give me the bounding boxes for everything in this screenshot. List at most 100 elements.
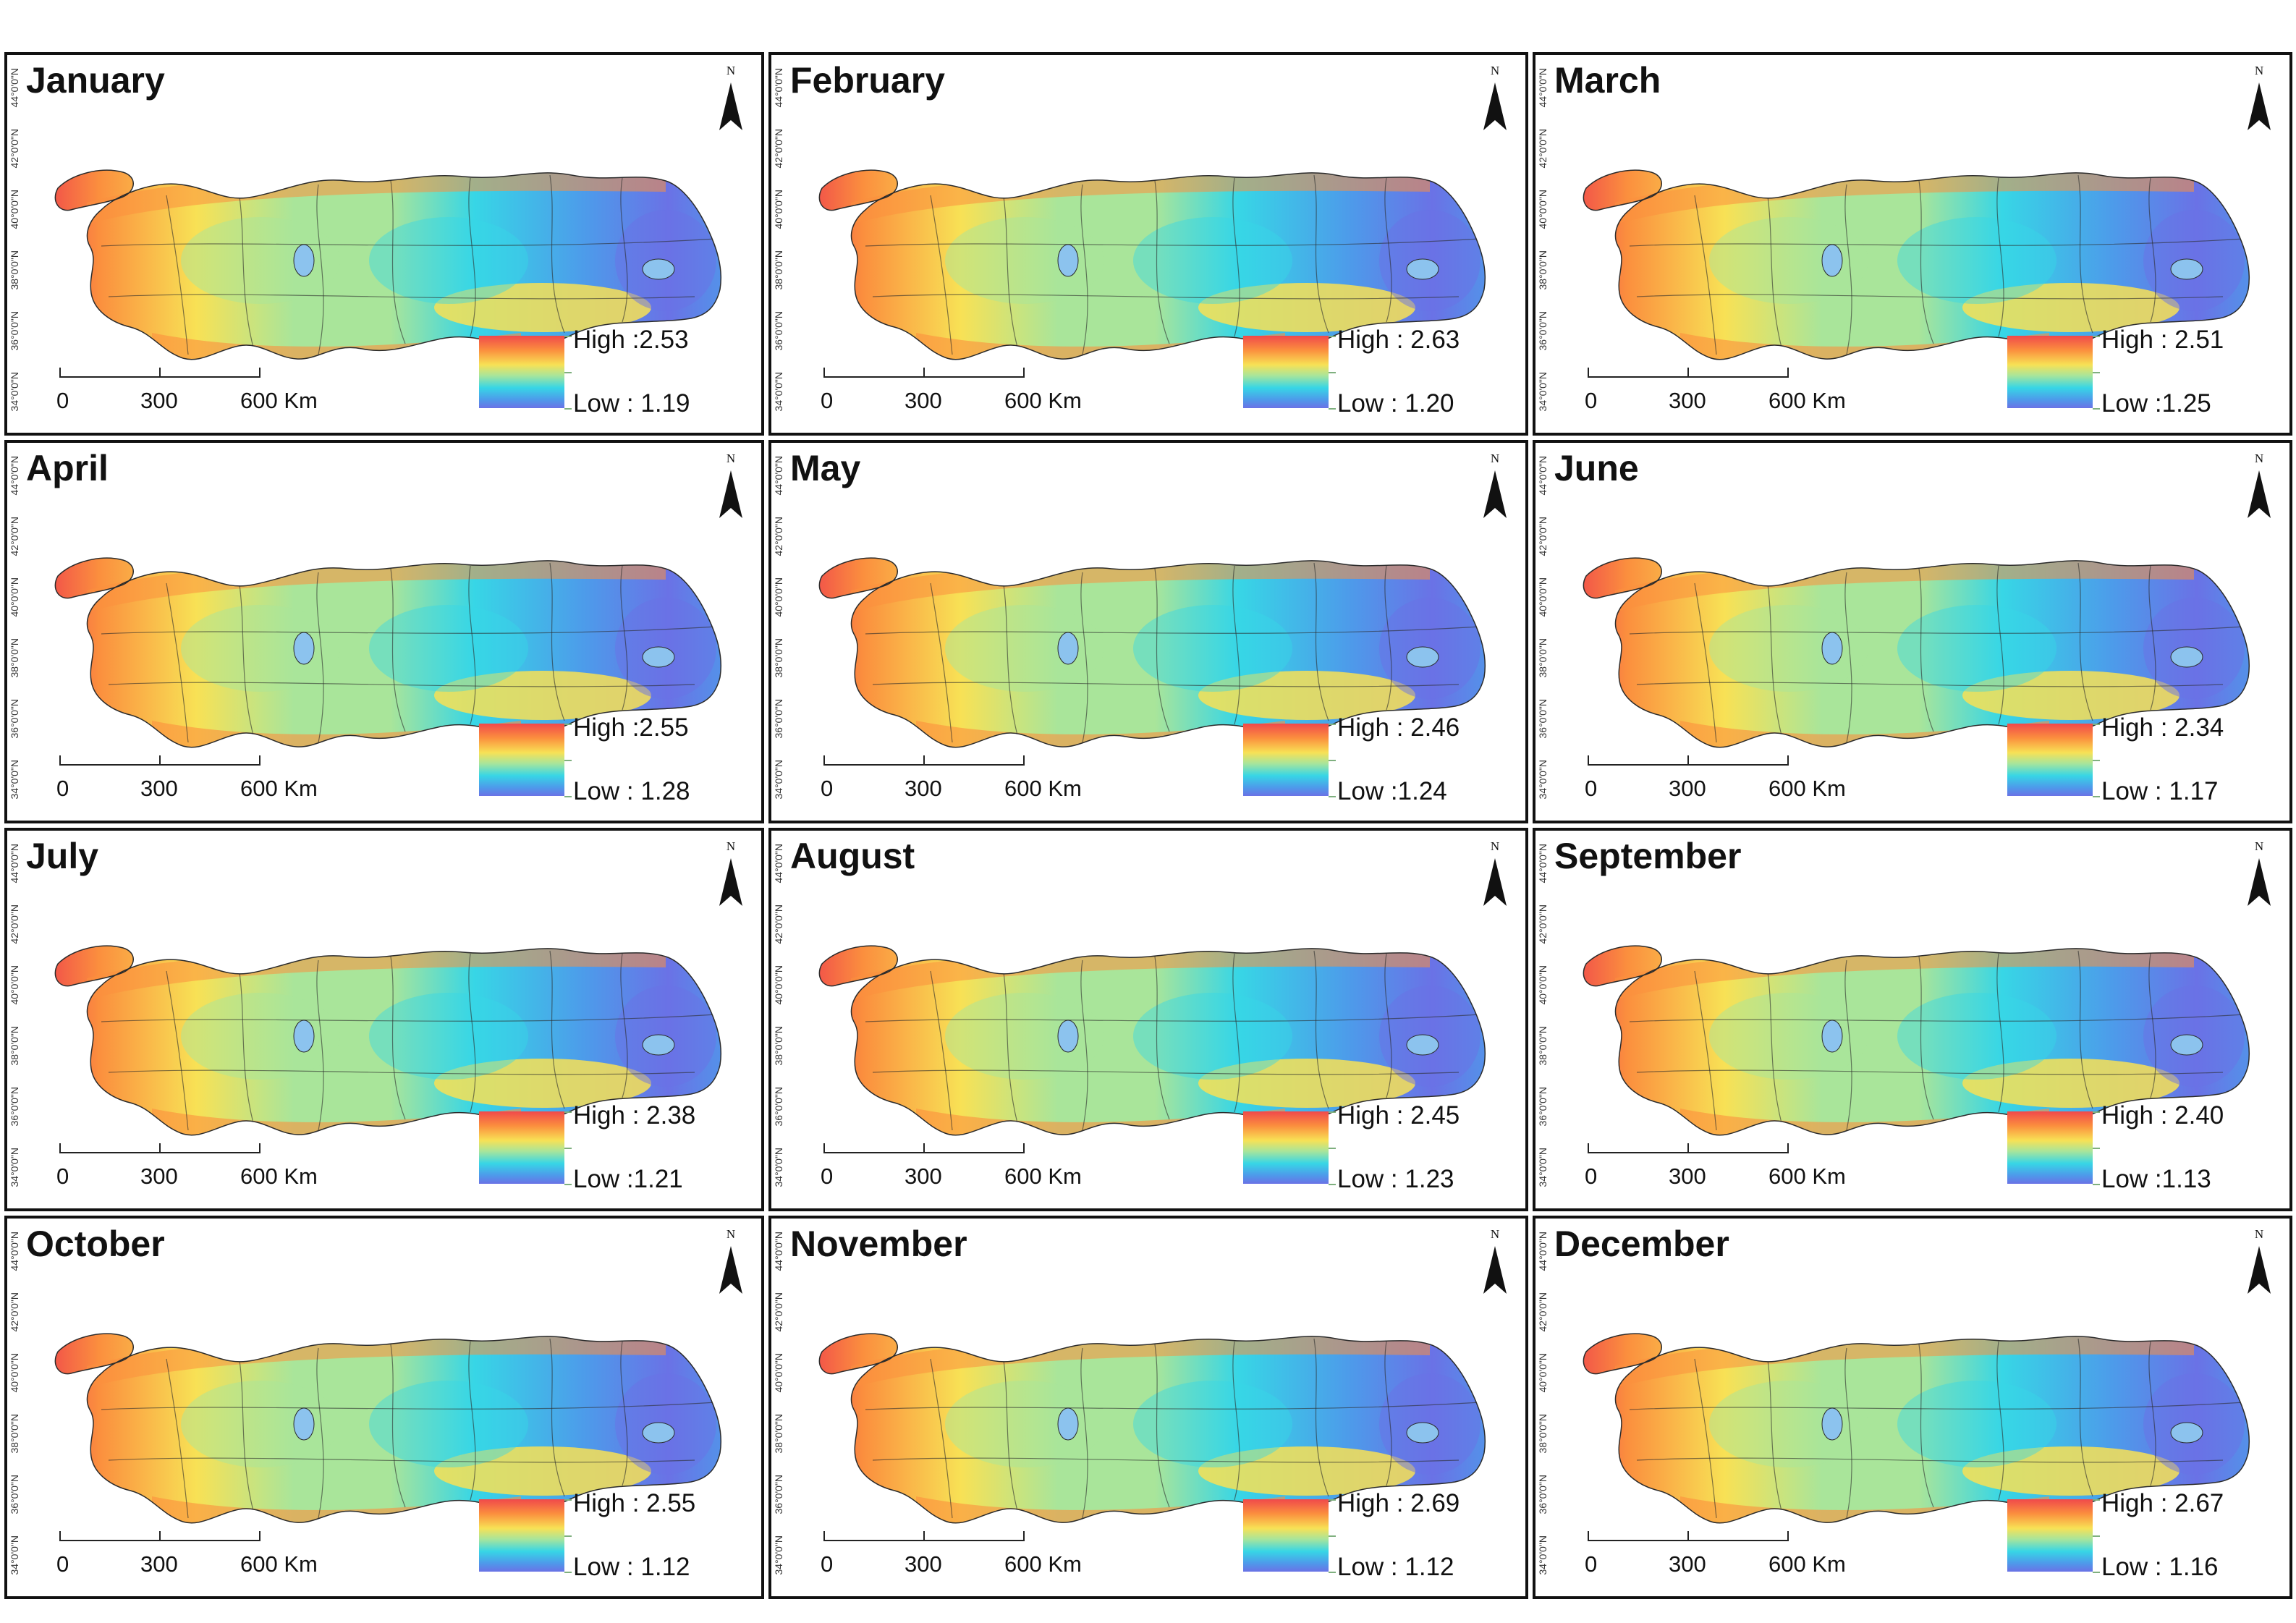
latitude-label: 42°0'0"N xyxy=(1537,904,1549,944)
scale-tick xyxy=(823,1531,825,1541)
scale-label: 600 Km xyxy=(240,1164,318,1189)
latitude-label: 38°0'0"N xyxy=(1537,638,1549,678)
latitude-label: 34°0'0"N xyxy=(9,760,20,800)
north-arrow-icon: N xyxy=(2245,452,2274,521)
latitude-label: 42°0'0"N xyxy=(1537,1292,1549,1332)
north-arrow-shape xyxy=(1483,1246,1507,1294)
map-panel-march: 44°0'0"N 42°0'0"N 40°0'0"N 38°0'0"N 36°0'0"N… xyxy=(1533,52,2292,436)
scale-tick xyxy=(159,1143,161,1153)
scale-tick xyxy=(159,1531,161,1541)
scale-label: 600 Km xyxy=(1004,1551,1082,1577)
legend-color-ramp xyxy=(479,1111,564,1184)
legend-tick xyxy=(1329,336,1336,337)
north-arrow-icon: N xyxy=(716,1227,745,1297)
legend-tick xyxy=(2093,1572,2100,1573)
latitude-label: 42°0'0"N xyxy=(9,517,20,556)
latitude-label: 36°0'0"N xyxy=(1537,1087,1549,1127)
scale-tick xyxy=(923,368,925,378)
latitude-label: 44°0'0"N xyxy=(1537,844,1549,883)
legend-high-label: High : 2.67 xyxy=(2101,1489,2224,1517)
scale-tick xyxy=(1787,755,1789,766)
turkey-map xyxy=(818,557,1486,748)
scale-bar: 0 300 600 Km xyxy=(55,1143,318,1194)
legend-low-label: Low :1.24 xyxy=(1337,777,1447,805)
turkey-map xyxy=(1583,1333,2250,1524)
scale-tick xyxy=(59,368,61,378)
latitude-label: 44°0'0"N xyxy=(9,1232,20,1271)
latitude-label: 40°0'0"N xyxy=(1537,965,1549,1005)
latitude-label: 36°0'0"N xyxy=(9,1475,20,1514)
north-arrow-shape xyxy=(2248,1246,2271,1294)
latitude-label: 44°0'0"N xyxy=(1537,68,1549,108)
legend-tick xyxy=(2093,408,2100,410)
legend-low-label: Low : 1.16 xyxy=(2101,1553,2219,1581)
scale-bar: 0 300 600 Km xyxy=(55,1531,318,1582)
scale-tick xyxy=(1787,1531,1789,1541)
latitude-label: 44°0'0"N xyxy=(773,844,784,883)
color-legend: High : 2.34 Low : 1.17 xyxy=(2007,713,2268,806)
legend-color-ramp xyxy=(2007,1499,2093,1572)
scale-label: 600 Km xyxy=(1004,776,1082,801)
scale-label: 300 xyxy=(905,1164,942,1189)
north-label: N xyxy=(1490,1227,1500,1241)
scale-label: 0 xyxy=(56,1164,69,1189)
legend-tick xyxy=(564,1572,572,1573)
turkey-map xyxy=(54,945,722,1136)
scale-tick xyxy=(159,755,161,766)
scale-label: 300 xyxy=(1669,388,1706,413)
north-arrow-icon: N xyxy=(716,64,745,133)
scale-label: 600 Km xyxy=(1768,388,1846,413)
scale-tick xyxy=(1588,755,1589,766)
latitude-label: 38°0'0"N xyxy=(773,250,784,290)
north-label: N xyxy=(2254,452,2264,465)
legend-low-label: Low : 1.28 xyxy=(573,777,690,805)
scale-label: 300 xyxy=(140,388,178,413)
month-title: July xyxy=(26,836,99,876)
scale-label: 0 xyxy=(1585,388,1598,413)
legend-color-ramp xyxy=(1243,1111,1329,1184)
scale-bar: 0 300 600 Km xyxy=(55,368,318,418)
latitude-label: 44°0'0"N xyxy=(773,68,784,108)
scale-tick xyxy=(1687,368,1689,378)
color-legend: High : 2.38 Low :1.21 xyxy=(479,1101,740,1194)
latitude-label: 36°0'0"N xyxy=(9,1087,20,1127)
north-arrow-icon: N xyxy=(716,452,745,521)
scale-label: 600 Km xyxy=(1004,388,1082,413)
turkey-map xyxy=(818,945,1486,1136)
legend-tick xyxy=(2093,796,2100,797)
latitude-label: 40°0'0"N xyxy=(773,577,784,617)
legend-tick xyxy=(564,1184,572,1185)
latitude-axis: 44°0'0"N 42°0'0"N 40°0'0"N 38°0'0"N 36°0'0"N… xyxy=(771,55,789,433)
legend-tick xyxy=(564,760,572,761)
north-arrow-shape xyxy=(719,82,742,130)
latitude-label: 34°0'0"N xyxy=(9,372,20,412)
scale-label: 600 Km xyxy=(1768,1551,1846,1577)
map-panel-september: 44°0'0"N 42°0'0"N 40°0'0"N 38°0'0"N 36°0'0"N… xyxy=(1533,828,2292,1211)
latitude-label: 42°0'0"N xyxy=(773,129,784,169)
latitude-label: 40°0'0"N xyxy=(1537,1353,1549,1393)
latitude-axis: 44°0'0"N 42°0'0"N 40°0'0"N 38°0'0"N 36°0'0"N… xyxy=(7,831,25,1208)
latitude-label: 36°0'0"N xyxy=(9,311,20,351)
scale-bar: 0 300 600 Km xyxy=(819,755,1082,806)
latitude-label: 38°0'0"N xyxy=(773,1414,784,1454)
color-legend: High : 2.55 Low : 1.12 xyxy=(479,1489,740,1582)
north-arrow-icon: N xyxy=(1480,1227,1509,1297)
legend-high-label: High : 2.63 xyxy=(1337,326,1460,354)
latitude-label: 34°0'0"N xyxy=(1537,760,1549,800)
legend-low-label: Low : 1.20 xyxy=(1337,389,1454,418)
turkey-map xyxy=(818,1333,1486,1524)
latitude-label: 42°0'0"N xyxy=(9,1292,20,1332)
latitude-label: 42°0'0"N xyxy=(773,904,784,944)
north-arrow-shape xyxy=(2248,470,2271,518)
legend-tick xyxy=(2093,760,2100,761)
legend-tick xyxy=(1329,1111,1336,1113)
latitude-label: 34°0'0"N xyxy=(9,1148,20,1187)
scale-label: 300 xyxy=(140,1551,178,1577)
scale-bar: 0 300 600 Km xyxy=(1583,755,1846,806)
latitude-label: 42°0'0"N xyxy=(9,904,20,944)
latitude-label: 40°0'0"N xyxy=(773,190,784,229)
legend-high-label: High : 2.45 xyxy=(1337,1101,1460,1130)
scale-tick xyxy=(1023,368,1025,378)
month-title: May xyxy=(790,448,861,488)
map-panel-november: 44°0'0"N 42°0'0"N 40°0'0"N 38°0'0"N 36°0'0"N… xyxy=(768,1216,1528,1599)
